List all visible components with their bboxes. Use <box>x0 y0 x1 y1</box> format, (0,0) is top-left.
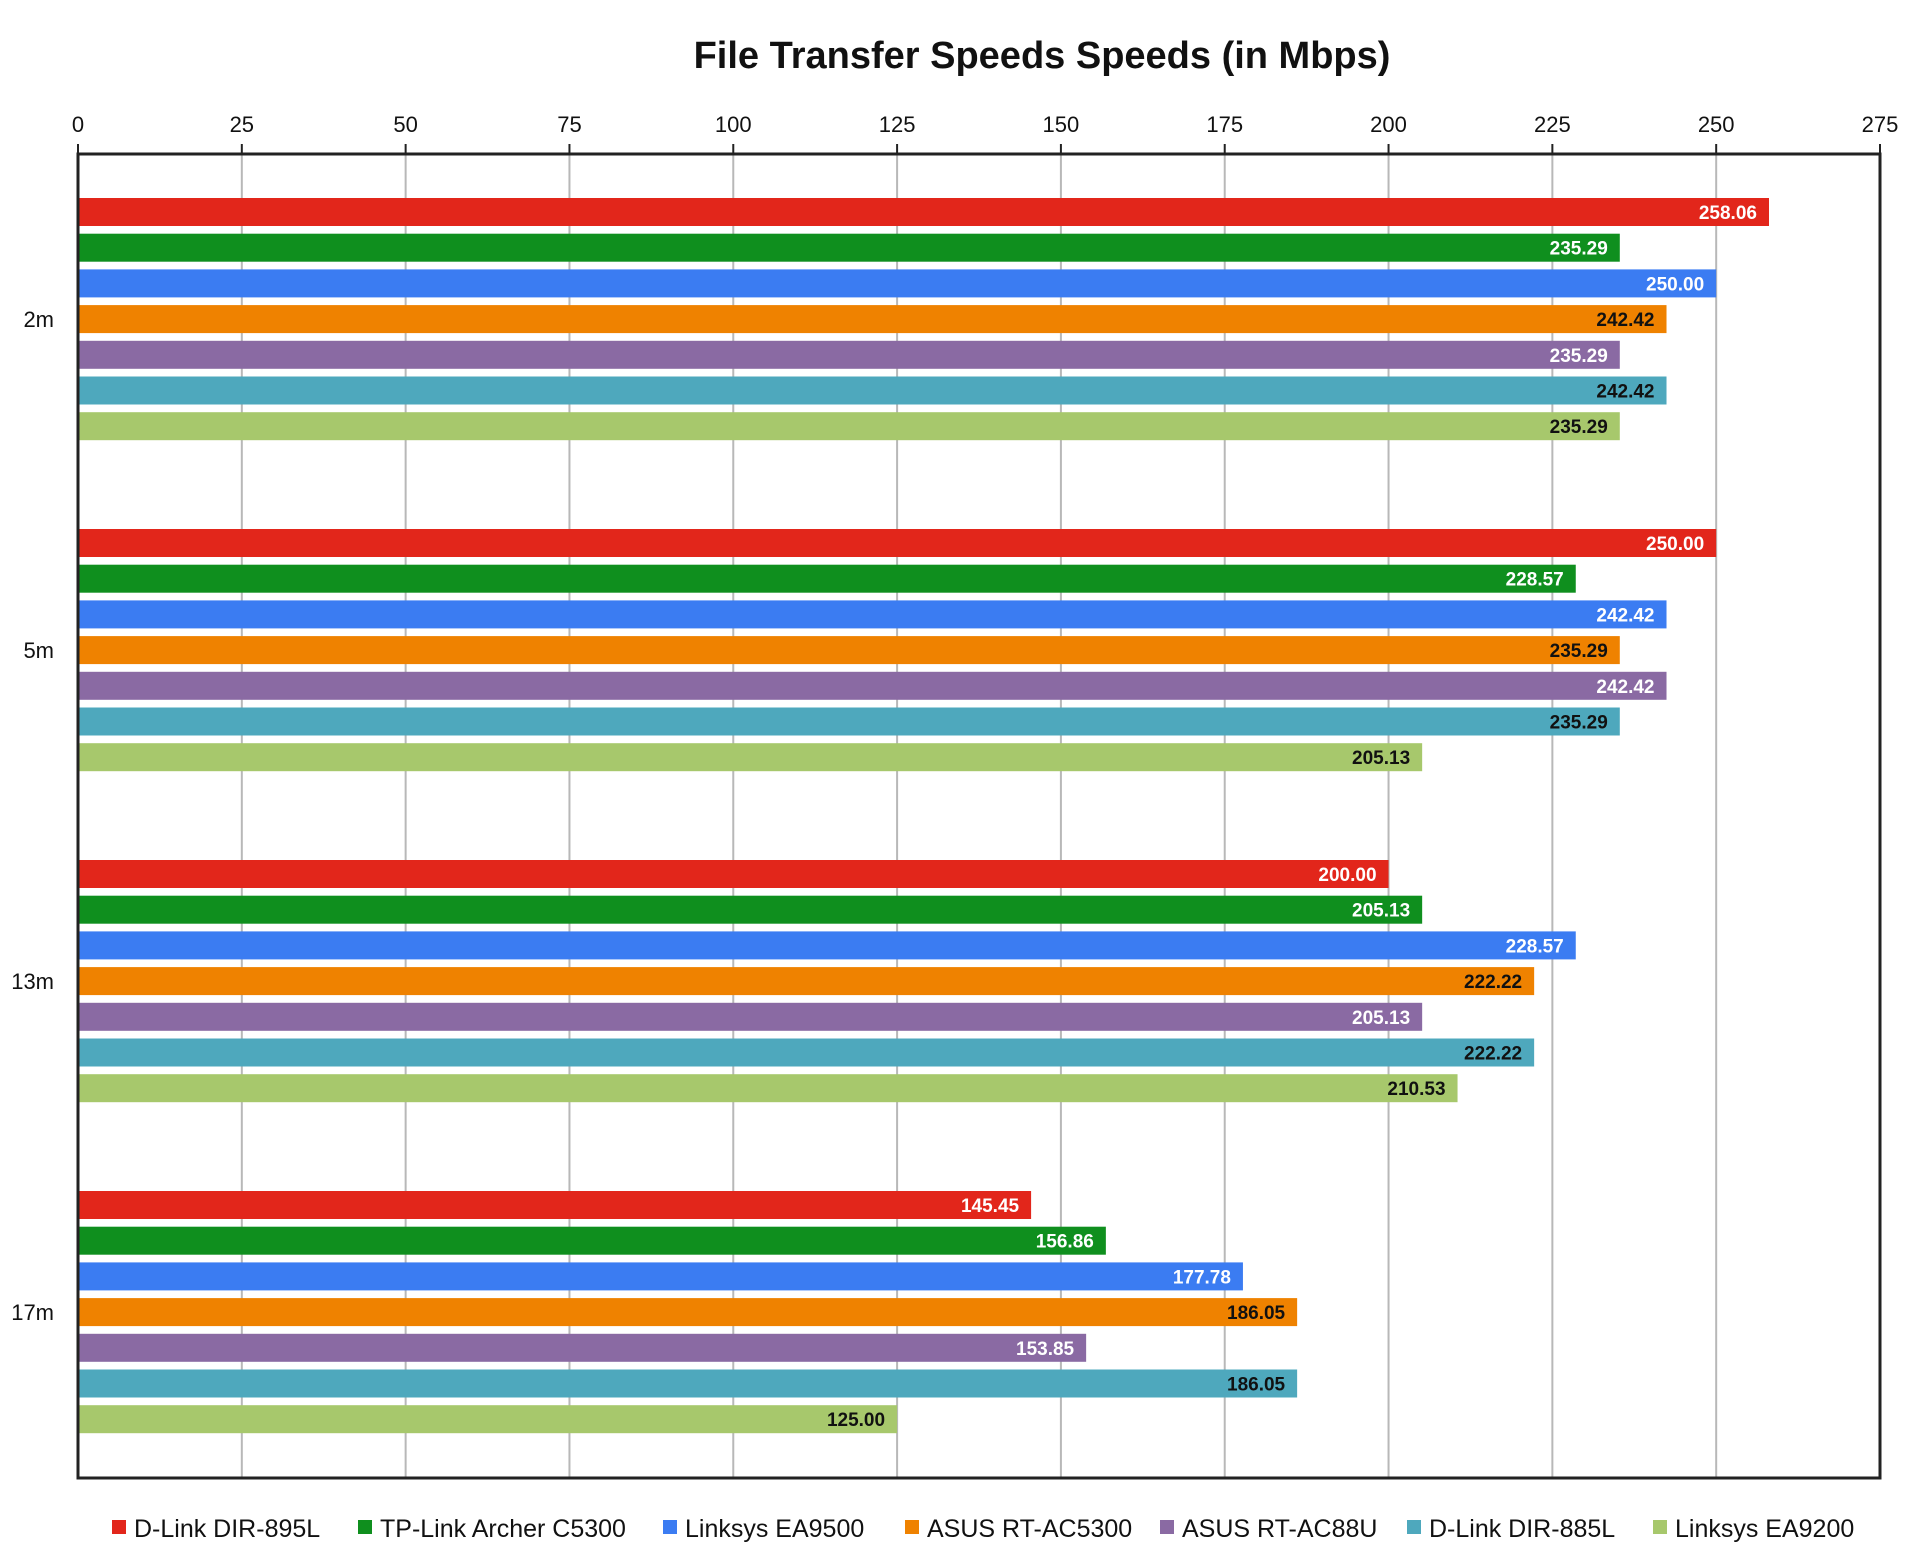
legend-swatch-5 <box>1407 1520 1421 1534</box>
x-axis-ticks: 0 25 50 75 100 125 150 175 200 225 250 275 <box>72 112 1898 154</box>
tick-label-250: 250 <box>1698 112 1735 137</box>
bar-2m-2 <box>78 269 1717 298</box>
legend-swatch-1 <box>358 1520 372 1534</box>
bar-5m-6 <box>78 743 1423 772</box>
data-label-5m-4: 242.42 <box>1596 677 1654 698</box>
data-label-13m-3: 222.22 <box>1464 972 1522 993</box>
legend-label-0: D-Link DIR-895L <box>134 1515 320 1543</box>
category-label-5m: 5m <box>23 638 54 663</box>
bar-5m-0 <box>78 529 1717 557</box>
category-label-17m: 17m <box>11 1300 54 1325</box>
data-label-2m-1: 235.29 <box>1550 239 1608 260</box>
data-label-13m-6: 210.53 <box>1387 1079 1445 1100</box>
legend-label-5: D-Link DIR-885L <box>1429 1515 1615 1543</box>
bar-13m-3 <box>78 967 1535 996</box>
bar-5m-2 <box>78 600 1667 629</box>
data-labels: 258.06 235.29 250.00 242.42 235.29 242.42 235.… <box>827 203 1757 1431</box>
tick-label-0: 0 <box>72 112 84 137</box>
plot-area-frame <box>76 152 1882 1480</box>
data-label-2m-0: 258.06 <box>1699 203 1757 224</box>
bar-13m-0 <box>78 860 1389 888</box>
data-label-17m-1: 156.86 <box>1036 1232 1094 1253</box>
data-label-13m-1: 205.13 <box>1352 901 1410 922</box>
data-label-13m-4: 205.13 <box>1352 1008 1410 1029</box>
bar-17m-5 <box>78 1369 1298 1398</box>
legend-label-1: TP-Link Archer C5300 <box>380 1515 626 1543</box>
tick-label-175: 175 <box>1206 112 1243 137</box>
data-label-5m-3: 235.29 <box>1550 641 1608 662</box>
bar-17m-2 <box>78 1262 1243 1291</box>
y-axis-categories: 2m 5m 13m 17m <box>11 307 54 1325</box>
data-label-2m-5: 242.42 <box>1596 382 1654 403</box>
bar-2m-0 <box>78 198 1769 226</box>
bar-17m-1 <box>78 1226 1106 1255</box>
data-label-5m-6: 205.13 <box>1352 748 1410 769</box>
data-label-5m-2: 242.42 <box>1596 605 1654 626</box>
bar-13m-1 <box>78 895 1423 924</box>
legend-swatch-4 <box>1160 1520 1174 1534</box>
category-label-2m: 2m <box>23 307 54 332</box>
tick-label-150: 150 <box>1043 112 1080 137</box>
legend-swatch-3 <box>905 1520 919 1534</box>
data-label-17m-5: 186.05 <box>1227 1375 1286 1396</box>
bar-13m-6 <box>78 1074 1458 1103</box>
bar-5m-5 <box>78 707 1620 736</box>
tick-label-75: 75 <box>557 112 581 137</box>
tick-label-200: 200 <box>1370 112 1407 137</box>
legend: D-Link DIR-895L TP-Link Archer C5300 Links… <box>112 1515 1854 1543</box>
data-label-17m-3: 186.05 <box>1227 1303 1286 1324</box>
tick-label-125: 125 <box>879 112 916 137</box>
bar-13m-2 <box>78 931 1576 960</box>
data-label-17m-0: 145.45 <box>961 1196 1020 1217</box>
tick-label-100: 100 <box>715 112 752 137</box>
bar-2m-1 <box>78 233 1620 262</box>
legend-label-6: Linksys EA9200 <box>1675 1515 1854 1543</box>
category-label-13m: 13m <box>11 969 54 994</box>
bar-2m-5 <box>78 376 1667 405</box>
bar-17m-3 <box>78 1298 1298 1327</box>
legend-label-2: Linksys EA9500 <box>685 1515 864 1543</box>
bar-17m-0 <box>78 1191 1032 1219</box>
legend-swatch-6 <box>1653 1520 1667 1534</box>
data-label-17m-4: 153.85 <box>1016 1339 1075 1360</box>
data-label-13m-0: 200.00 <box>1318 865 1376 886</box>
legend-label-4: ASUS RT-AC88U <box>1182 1515 1377 1543</box>
bar-5m-1 <box>78 564 1576 593</box>
bar-17m-6 <box>78 1405 898 1434</box>
bar-2m-3 <box>78 305 1667 334</box>
legend-swatch-2 <box>663 1520 677 1534</box>
data-label-13m-5: 222.22 <box>1464 1044 1522 1065</box>
tick-label-50: 50 <box>393 112 417 137</box>
bar-5m-3 <box>78 636 1620 665</box>
data-label-17m-2: 177.78 <box>1173 1267 1231 1288</box>
legend-label-3: ASUS RT-AC5300 <box>927 1515 1132 1543</box>
data-label-5m-0: 250.00 <box>1646 534 1704 555</box>
data-label-13m-2: 228.57 <box>1506 936 1564 957</box>
tick-label-225: 225 <box>1534 112 1571 137</box>
data-label-17m-6: 125.00 <box>827 1410 885 1431</box>
bar-17m-4 <box>78 1333 1087 1362</box>
bar-2m-6 <box>78 412 1620 441</box>
data-label-5m-5: 235.29 <box>1550 713 1608 734</box>
tick-label-275: 275 <box>1862 112 1899 137</box>
data-label-2m-2: 250.00 <box>1646 274 1704 295</box>
chart-title: File Transfer Speeds Speeds (in Mbps) <box>694 35 1391 77</box>
data-label-2m-6: 235.29 <box>1550 417 1608 438</box>
bar-13m-4 <box>78 1002 1423 1031</box>
bar-2m-4 <box>78 340 1620 369</box>
legend-swatch-0 <box>112 1520 126 1534</box>
bar-5m-4 <box>78 671 1667 700</box>
bars <box>78 198 1769 1434</box>
data-label-2m-4: 235.29 <box>1550 346 1608 367</box>
bar-13m-5 <box>78 1038 1535 1067</box>
tick-label-25: 25 <box>230 112 254 137</box>
data-label-2m-3: 242.42 <box>1596 310 1654 331</box>
data-label-5m-1: 228.57 <box>1506 570 1564 591</box>
